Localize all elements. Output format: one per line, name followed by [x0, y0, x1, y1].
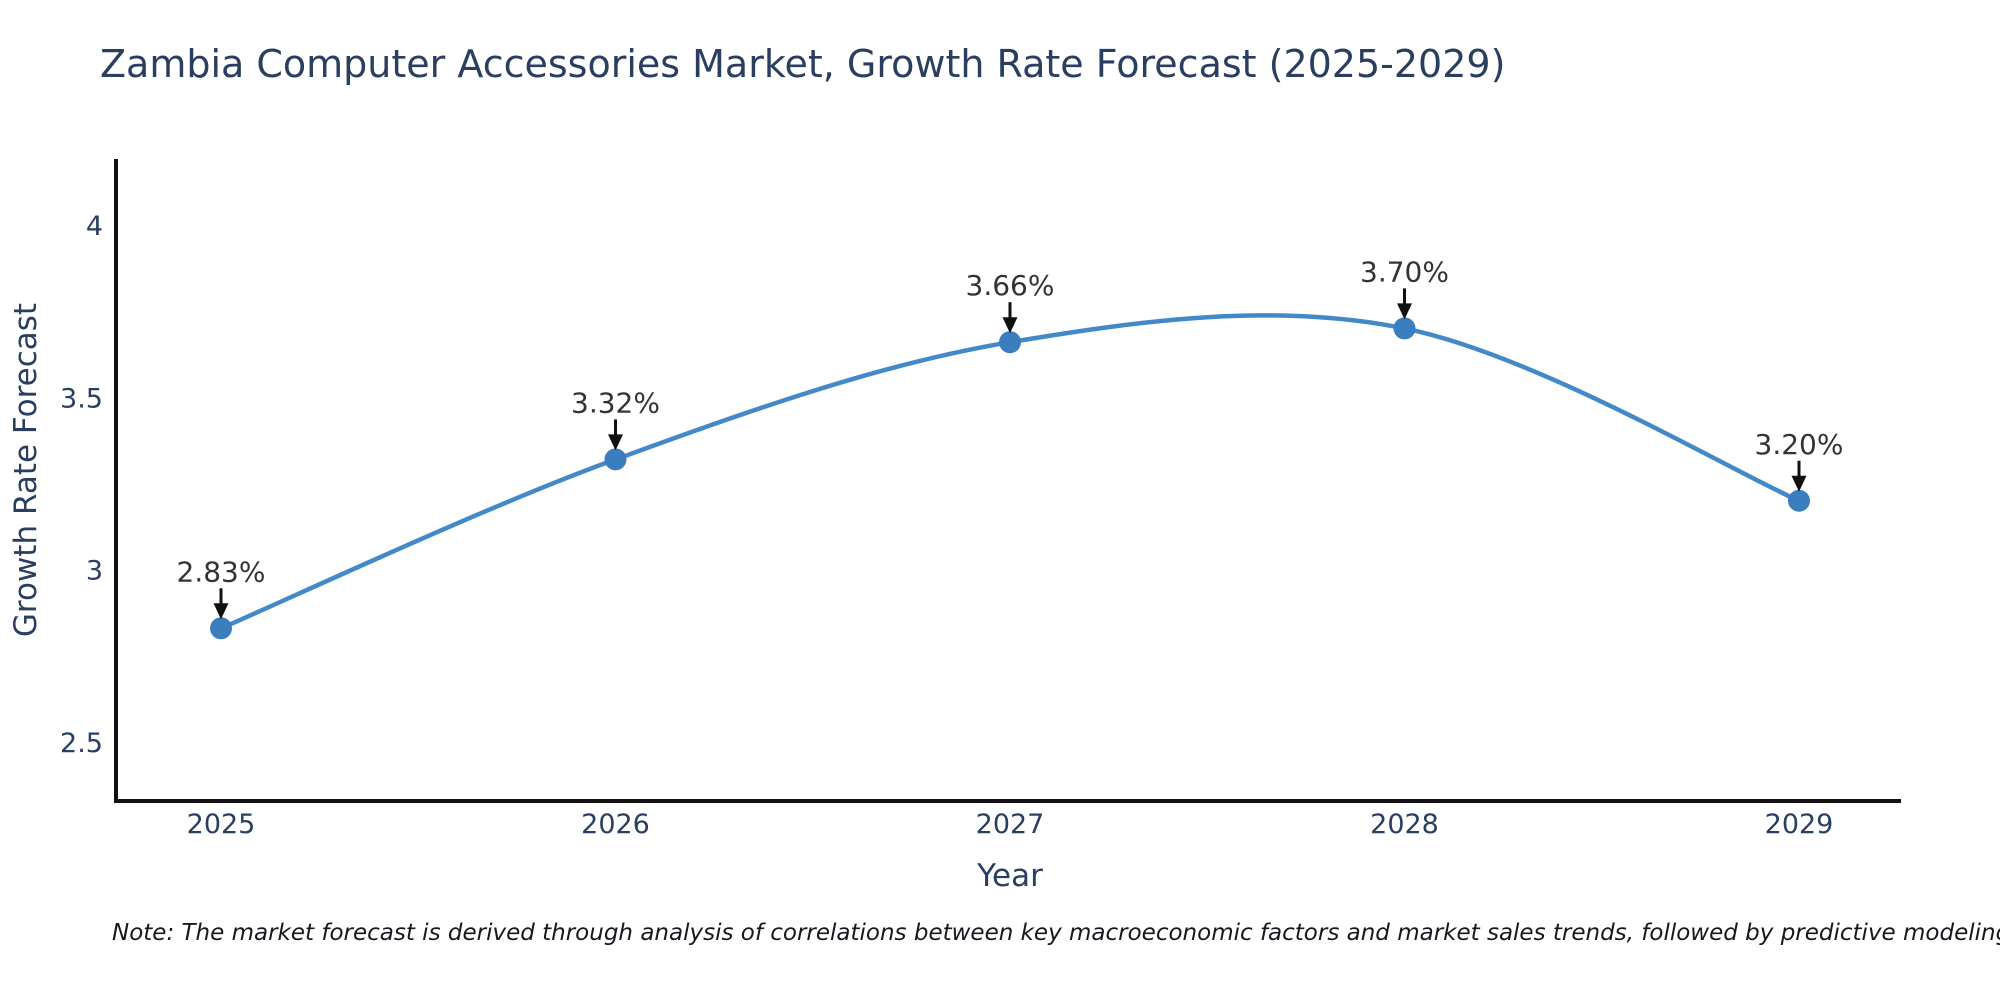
annotation-label: 3.20% [1755, 428, 1844, 461]
data-point-marker [210, 617, 232, 640]
annotation-label: 3.66% [966, 269, 1055, 302]
annotation-arrowhead [213, 603, 229, 620]
annotation-arrowhead [1791, 475, 1807, 492]
trend-line [218, 313, 1802, 631]
y-tick-label: 4 [86, 211, 103, 242]
annotation-label: 3.32% [571, 386, 660, 419]
y-tick-label: 3.5 [60, 383, 103, 414]
x-tick-label: 2026 [581, 809, 650, 840]
data-point-marker [604, 448, 627, 471]
data-point-marker [1393, 317, 1416, 340]
y-tick-label: 2.5 [60, 728, 103, 759]
x-tick-label: 2025 [187, 809, 256, 840]
chart-title: Zambia Computer Accessories Market, Grow… [100, 42, 1506, 86]
y-tick-label: 3 [86, 556, 103, 587]
chart-note: Note: The market forecast is derived thr… [112, 920, 2000, 946]
x-tick-label: 2029 [1765, 809, 1834, 840]
annotation-arrowhead [608, 434, 623, 451]
annotation-label: 3.70% [1360, 255, 1449, 288]
x-tick-label: 2028 [1370, 809, 1439, 840]
data-point-marker [1788, 489, 1810, 512]
x-tick-label: 2027 [976, 809, 1045, 840]
annotation-arrowhead [1002, 317, 1018, 334]
x-axis-title: Year [977, 858, 1043, 894]
annotation-arrowhead [1397, 303, 1412, 320]
annotation-label: 2.83% [177, 555, 266, 588]
data-point-marker [999, 331, 1021, 354]
